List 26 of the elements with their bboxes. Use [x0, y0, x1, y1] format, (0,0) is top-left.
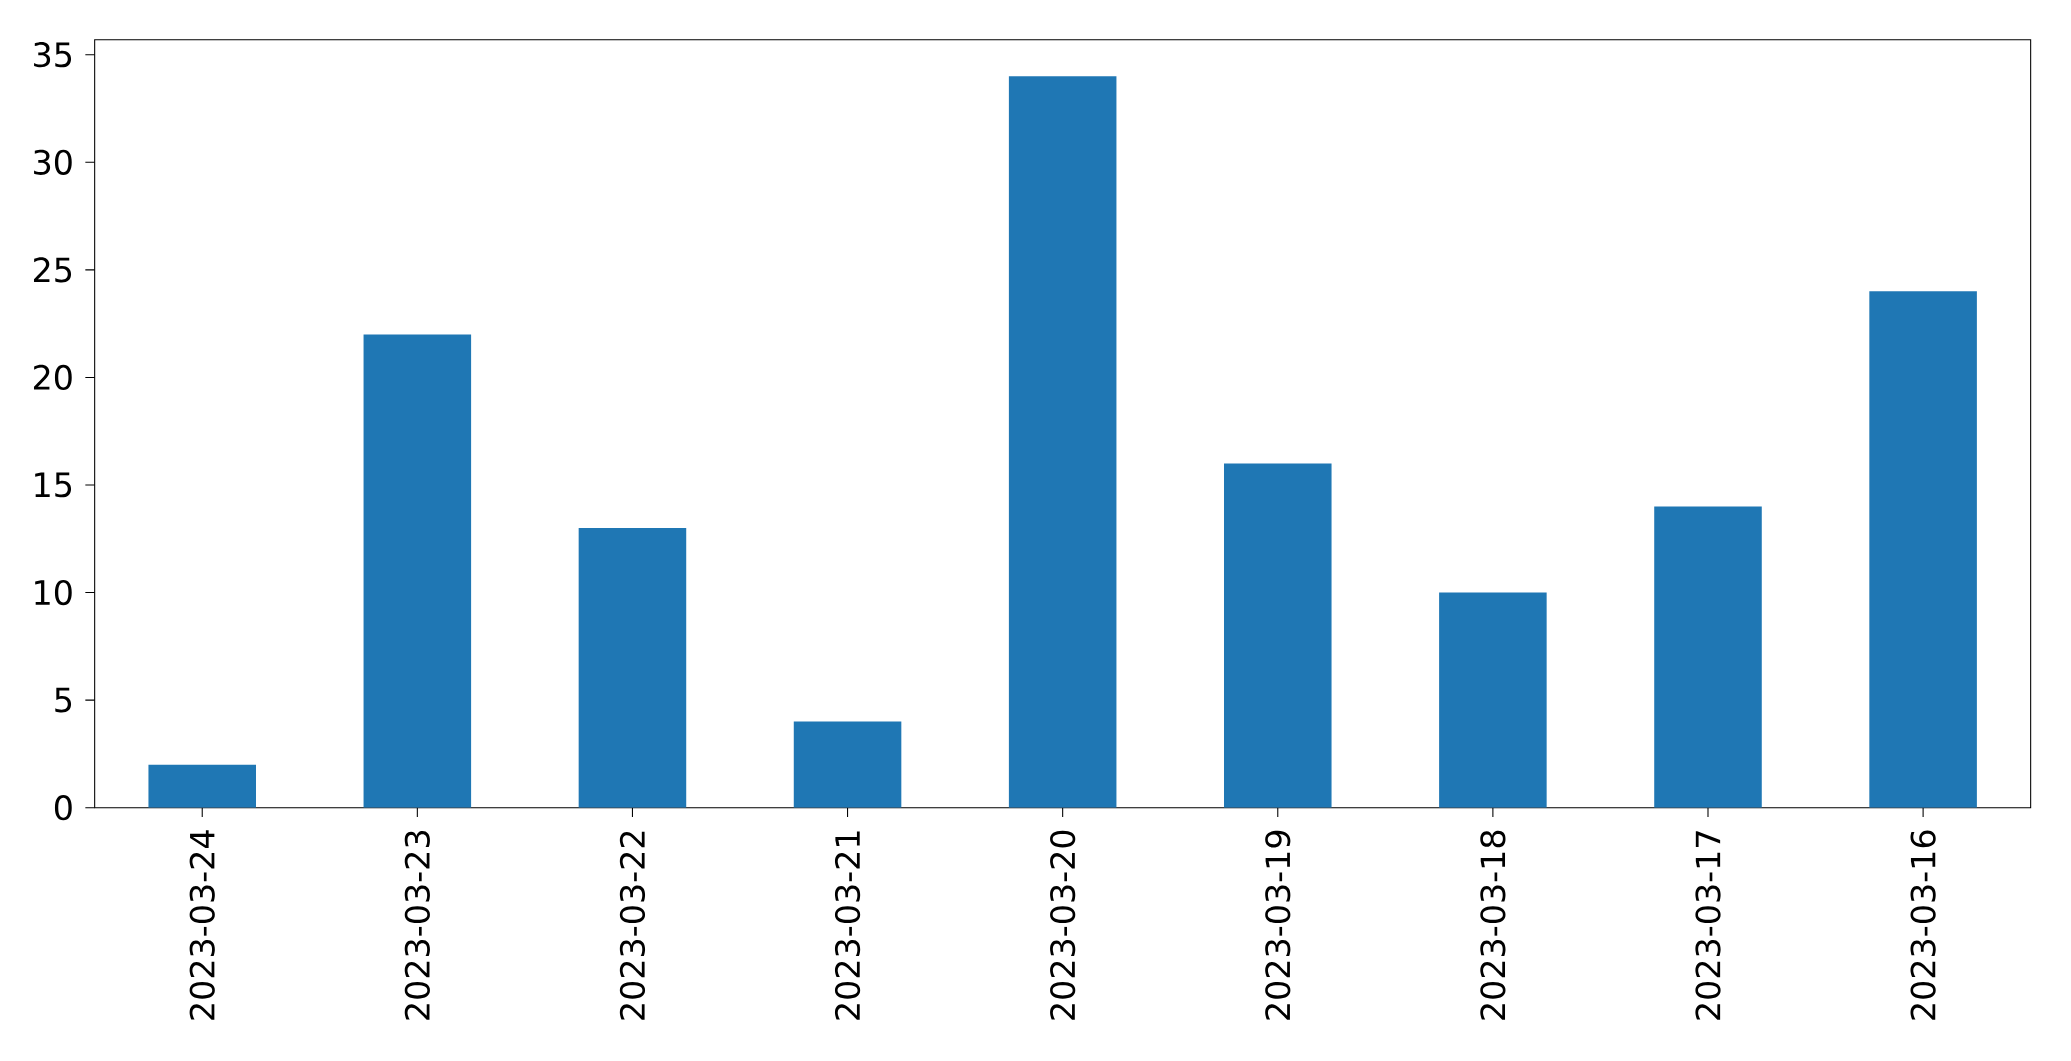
y-tick-label: 35 — [34, 42, 72, 68]
bar — [148, 764, 256, 808]
x-tick-label: 2023-03-21 — [834, 831, 861, 1020]
bar — [1439, 592, 1547, 808]
y-tick-label: 0 — [54, 795, 72, 821]
y-tick-label: 20 — [33, 364, 72, 391]
bar — [1008, 76, 1117, 808]
x-tick-label: 2023-03-16 — [1910, 830, 1936, 1020]
y-tick-label: 10 — [35, 579, 72, 606]
x-tick-label: 2023-03-17 — [1695, 831, 1721, 1020]
x-tick-label: 2023-03-18 — [1480, 830, 1506, 1020]
y-tick-label: 15 — [35, 472, 72, 498]
y-tick-label: 5 — [55, 687, 72, 713]
x-tick-label: 2023-03-22 — [619, 831, 646, 1020]
bar — [793, 721, 902, 808]
bar — [1654, 506, 1762, 808]
y-tick-label: 25 — [33, 257, 72, 283]
y-tick-label: 30 — [34, 149, 72, 175]
x-tick-label: 2023-03-20 — [1050, 830, 1076, 1020]
x-tick-label: 2023-03-19 — [1265, 830, 1291, 1020]
x-tick-label: 2023-03-24 — [189, 830, 215, 1020]
bar — [1224, 463, 1332, 808]
bar — [1869, 291, 1977, 808]
x-tick-label: 2023-03-23 — [404, 831, 430, 1020]
bar — [363, 334, 472, 808]
bar — [578, 528, 687, 808]
